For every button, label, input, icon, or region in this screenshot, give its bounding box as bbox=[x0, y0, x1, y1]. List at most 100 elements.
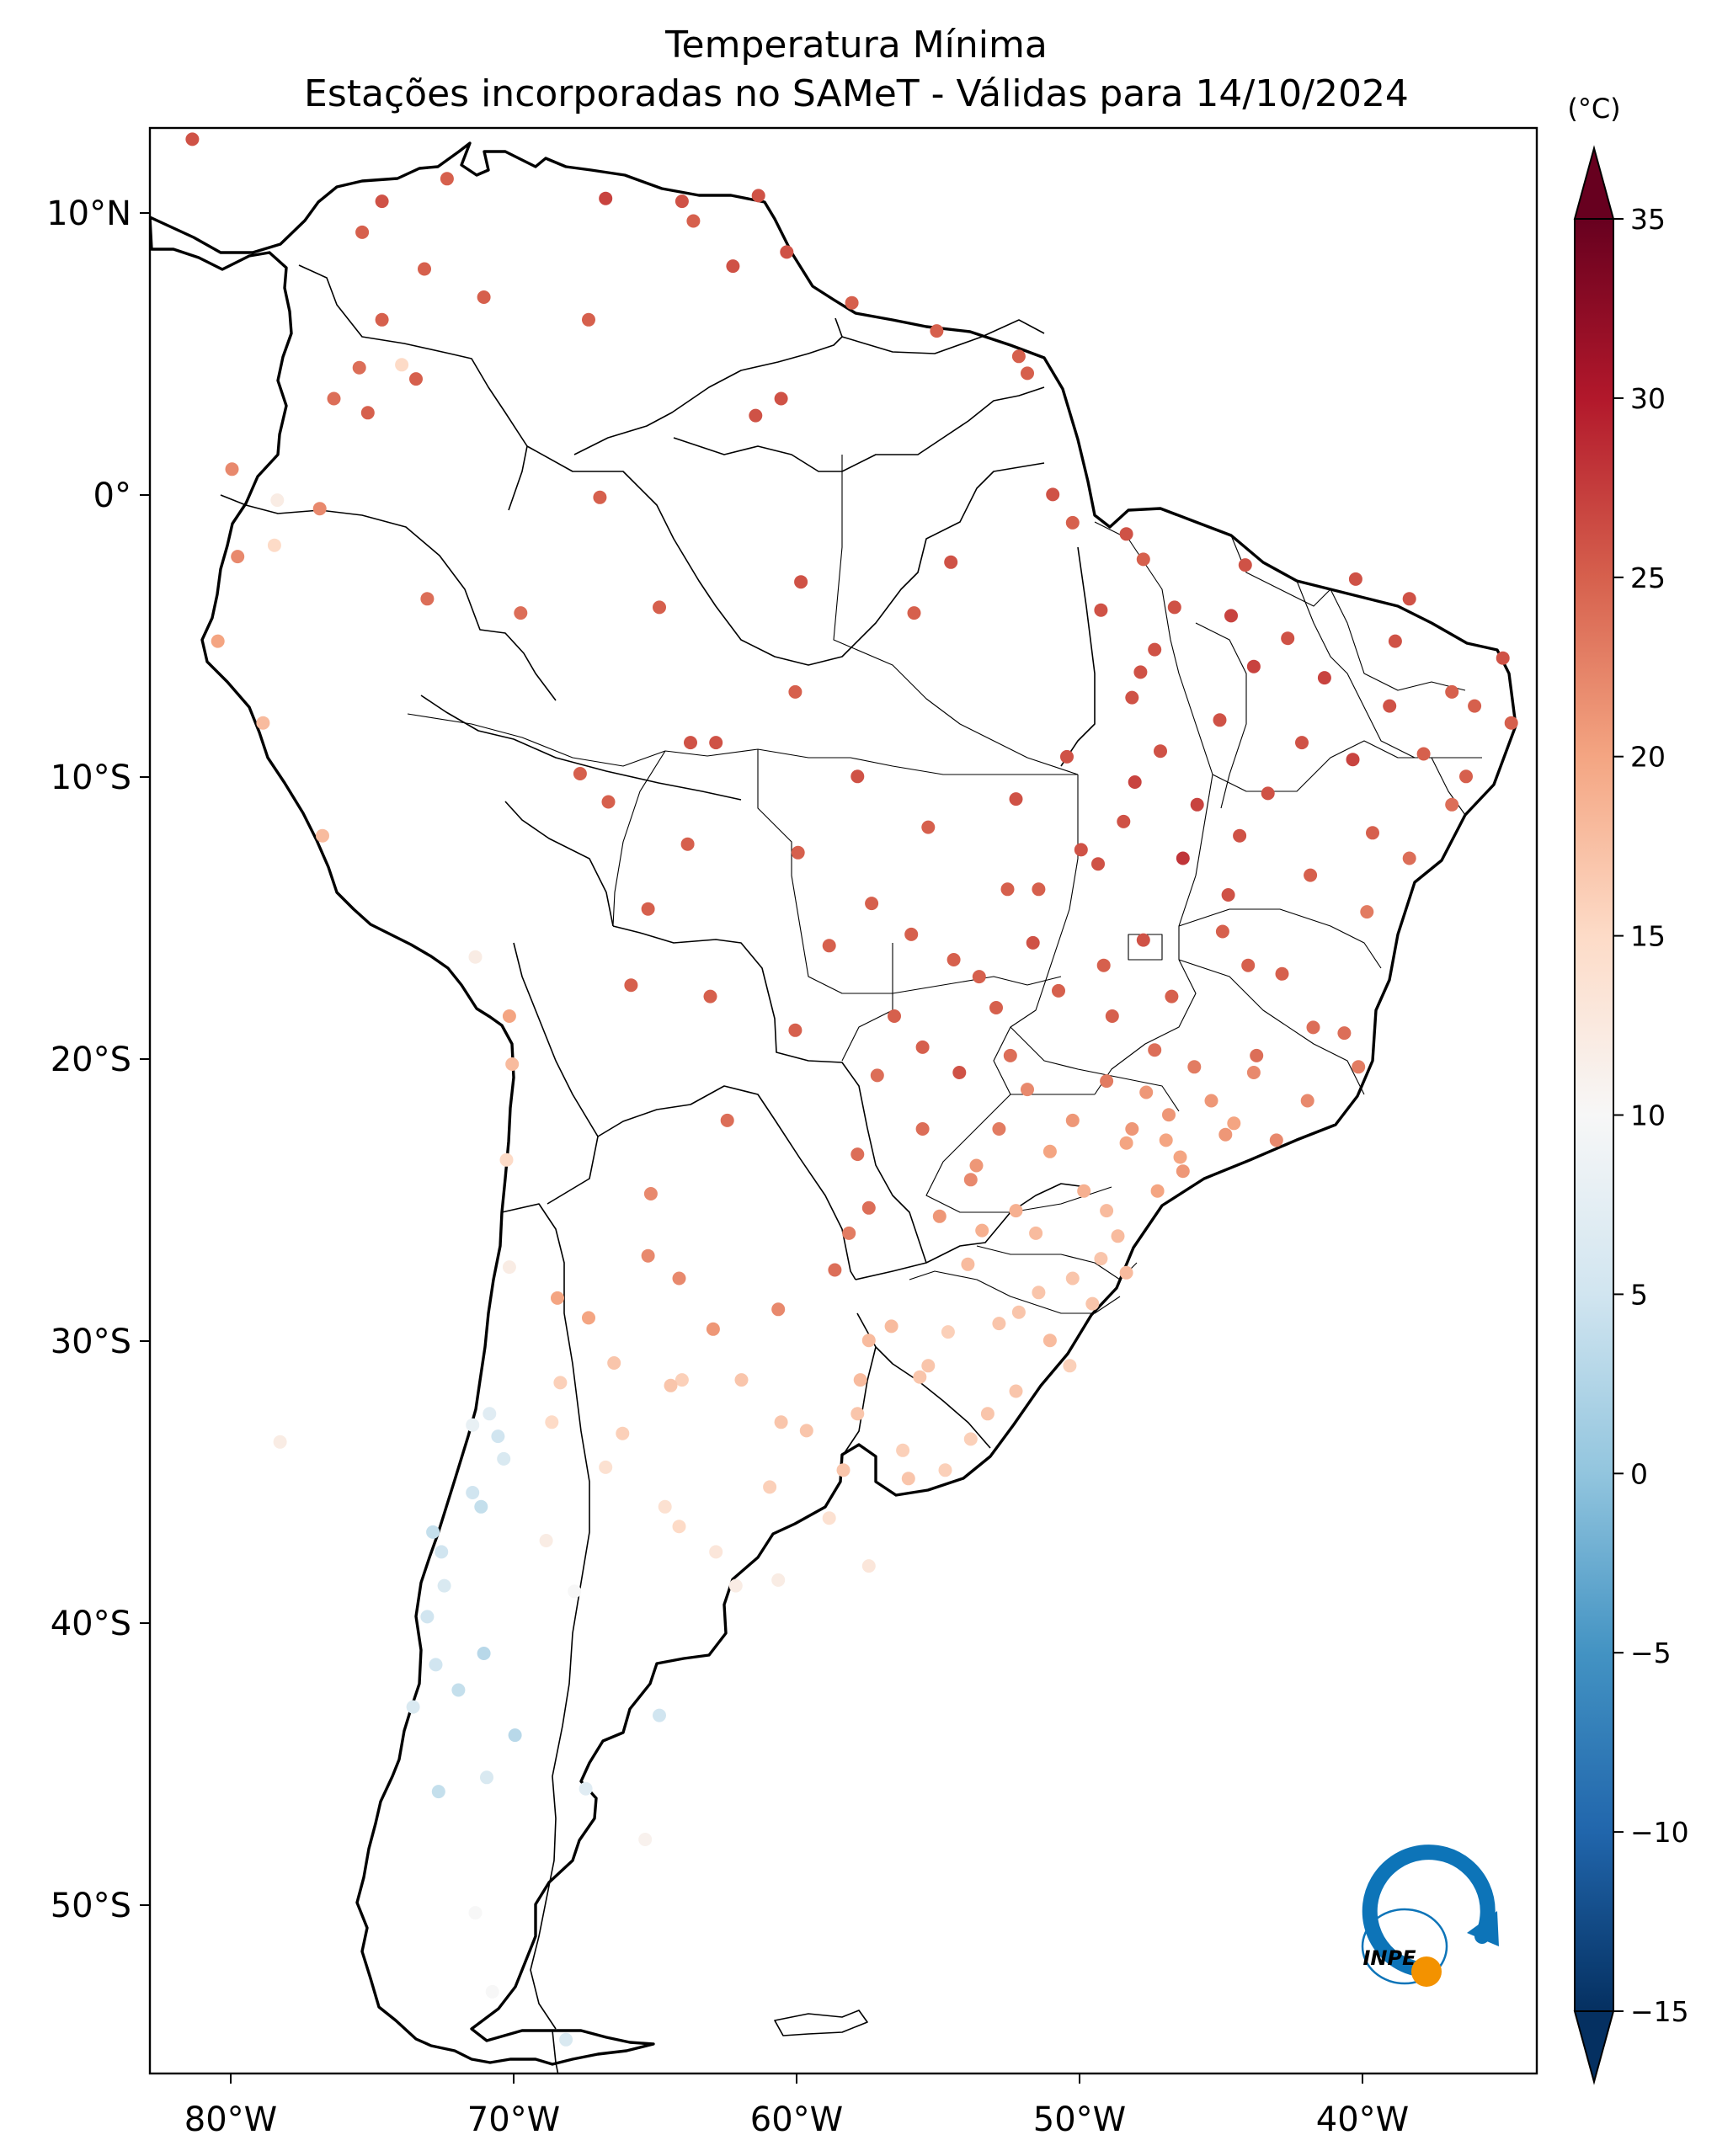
station-point bbox=[553, 1376, 568, 1390]
station-point bbox=[1304, 868, 1318, 882]
station-point bbox=[703, 989, 717, 1003]
title-line-1: Temperatura Mínima bbox=[664, 24, 1048, 67]
station-point bbox=[672, 1520, 686, 1534]
station-point bbox=[728, 1578, 743, 1593]
station-point bbox=[1215, 924, 1229, 939]
colorbar-max-extend bbox=[1573, 145, 1615, 220]
colorbar-tick-label: 25 bbox=[1630, 562, 1666, 594]
station-point bbox=[508, 1728, 522, 1743]
station-point bbox=[1139, 1085, 1154, 1099]
station-point bbox=[616, 1426, 630, 1440]
station-point bbox=[1077, 1184, 1091, 1198]
map-layers bbox=[150, 132, 1518, 2073]
station-point bbox=[653, 1708, 666, 1722]
station-point bbox=[680, 837, 695, 851]
station-point bbox=[1233, 828, 1247, 843]
station-point bbox=[505, 1057, 520, 1071]
station-point bbox=[1063, 1359, 1077, 1373]
station-point bbox=[593, 490, 607, 504]
station-point bbox=[539, 1534, 553, 1547]
station-point bbox=[1065, 1271, 1080, 1286]
station-point bbox=[1100, 1204, 1114, 1218]
logo-text: INPE bbox=[1363, 1946, 1417, 1970]
station-point bbox=[420, 1610, 435, 1624]
station-point bbox=[686, 214, 701, 228]
station-point bbox=[1105, 1009, 1119, 1023]
station-point bbox=[360, 406, 375, 420]
station-point bbox=[1065, 1113, 1080, 1127]
station-point bbox=[1445, 797, 1459, 812]
station-point bbox=[1383, 699, 1397, 713]
station-point bbox=[1173, 1150, 1187, 1164]
station-point bbox=[601, 795, 616, 809]
station-point bbox=[726, 259, 740, 274]
lat-label-40s: 40°S bbox=[51, 1605, 131, 1643]
station-point bbox=[256, 716, 270, 730]
station-point bbox=[395, 358, 409, 372]
station-point bbox=[851, 1147, 865, 1162]
station-point bbox=[502, 1260, 516, 1275]
station-point bbox=[406, 1700, 420, 1714]
station-point bbox=[870, 1068, 884, 1083]
station-point bbox=[1162, 1108, 1176, 1122]
logo-arc bbox=[1362, 1845, 1496, 1978]
station-point bbox=[1119, 1265, 1133, 1280]
station-point bbox=[972, 970, 986, 984]
colorbar-tick-label: 5 bbox=[1630, 1278, 1648, 1311]
lat-label-50s: 50°S bbox=[51, 1887, 131, 1925]
station-point bbox=[861, 1334, 876, 1348]
station-point bbox=[853, 1373, 867, 1387]
lat-label-30s: 30°S bbox=[51, 1323, 131, 1361]
station-point bbox=[409, 372, 423, 386]
station-point bbox=[1133, 665, 1148, 679]
station-point bbox=[502, 1009, 516, 1023]
station-point bbox=[514, 606, 528, 620]
station-point bbox=[573, 767, 587, 780]
station-point bbox=[1224, 609, 1238, 623]
station-point bbox=[1190, 797, 1204, 812]
station-point bbox=[1250, 1048, 1264, 1062]
station-point bbox=[1261, 786, 1275, 801]
colorbar-tick-label: 0 bbox=[1630, 1457, 1648, 1490]
station-point bbox=[1167, 600, 1181, 615]
station-point bbox=[1300, 1094, 1314, 1108]
station-point bbox=[709, 736, 723, 750]
station-point bbox=[1032, 1286, 1046, 1300]
station-point bbox=[1094, 603, 1108, 617]
station-point bbox=[1445, 684, 1459, 699]
station-point bbox=[941, 1325, 955, 1339]
colorbar-scale bbox=[1574, 218, 1614, 2012]
station-point bbox=[734, 1373, 749, 1387]
station-point bbox=[1360, 905, 1374, 919]
station-point bbox=[774, 1415, 788, 1429]
title-line-2: Estações incorporadas no SAMeT - Válidas… bbox=[304, 72, 1409, 115]
station-point bbox=[901, 1472, 915, 1486]
station-point bbox=[751, 189, 765, 203]
station-point bbox=[799, 1424, 813, 1438]
station-point bbox=[641, 1248, 655, 1263]
station-point bbox=[1136, 552, 1150, 567]
station-point bbox=[915, 1040, 930, 1054]
state-borders bbox=[407, 455, 1482, 1314]
station-point bbox=[1003, 1048, 1017, 1062]
station-point bbox=[420, 592, 435, 606]
station-point bbox=[1402, 592, 1416, 606]
logo-orbit bbox=[1361, 1908, 1448, 1985]
station-point bbox=[1096, 958, 1111, 972]
station-point bbox=[709, 1545, 723, 1559]
station-point bbox=[435, 1545, 449, 1559]
station-point bbox=[1238, 558, 1252, 572]
station-point bbox=[989, 1001, 1003, 1014]
station-point bbox=[1009, 1384, 1023, 1398]
station-point bbox=[466, 1418, 480, 1432]
station-point bbox=[788, 684, 803, 699]
station-point bbox=[664, 1378, 678, 1392]
station-point bbox=[1060, 749, 1074, 764]
station-point bbox=[1346, 753, 1360, 767]
station-point bbox=[1091, 857, 1105, 871]
station-points bbox=[185, 132, 1518, 2047]
station-point bbox=[1241, 958, 1256, 972]
station-point bbox=[1306, 1020, 1320, 1035]
station-point bbox=[930, 324, 944, 338]
